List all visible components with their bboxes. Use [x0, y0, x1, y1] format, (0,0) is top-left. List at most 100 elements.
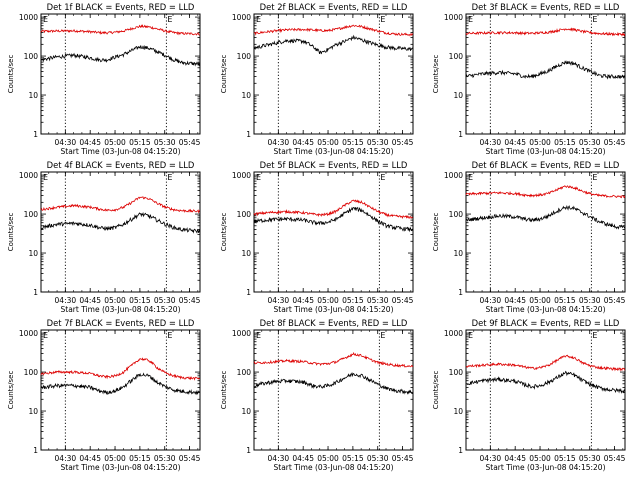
- lld-series-line: [253, 351, 414, 368]
- x-tick-label: 05:00: [529, 138, 551, 147]
- x-tick-label: 05:15: [129, 454, 151, 463]
- y-tick-label: 100: [237, 210, 252, 219]
- plot-frame: [465, 171, 626, 293]
- x-tick-label: 04:45: [292, 296, 314, 305]
- y-tick-label: 10: [28, 91, 38, 100]
- x-tick-label: 05:45: [604, 296, 626, 305]
- corner-mark-left: E: [43, 15, 48, 24]
- corner-mark-left: E: [256, 331, 261, 340]
- events-series-line: [40, 211, 201, 234]
- y-tick-label: 10: [28, 407, 38, 416]
- x-axis-label: Start Time (03-Jun-08 04:15:20): [61, 305, 181, 314]
- x-axis-label: Start Time (03-Jun-08 04:15:20): [274, 305, 394, 314]
- chart-panel-4: Det 4f BLACK = Events, RED = LLD 1 10 100 10…: [7, 160, 201, 314]
- x-tick-label: 05:45: [392, 454, 414, 463]
- x-tick-label: 04:45: [504, 454, 526, 463]
- y-axis-label: Counts/sec: [432, 213, 440, 252]
- y-tick-label: 1: [458, 288, 463, 297]
- x-axis-label: Start Time (03-Jun-08 04:15:20): [61, 147, 181, 156]
- y-tick-label: 1: [246, 288, 251, 297]
- y-tick-label: 10: [28, 249, 38, 258]
- x-tick-label: 05:15: [342, 454, 364, 463]
- x-tick-label: 04:30: [55, 454, 77, 463]
- chart-title: Det 1f BLACK = Events, RED = LLD: [47, 2, 195, 12]
- x-tick-label: 04:30: [268, 296, 290, 305]
- x-tick-label: 05:00: [317, 296, 339, 305]
- x-tick-label: 04:30: [268, 138, 290, 147]
- x-axis-label: Start Time (03-Jun-08 04:15:20): [274, 147, 394, 156]
- y-tick-label: 10: [453, 249, 463, 258]
- x-tick-label: 04:30: [480, 454, 502, 463]
- x-axis-label: Start Time (03-Jun-08 04:15:20): [274, 463, 394, 472]
- y-tick-label: 100: [237, 52, 252, 61]
- y-axis-label: Counts/sec: [7, 55, 15, 94]
- y-tick-label: 1000: [232, 171, 251, 180]
- chart-panel-8: Det 8f BLACK = Events, RED = LLD 1 10 100 10…: [220, 318, 414, 472]
- y-axis-label: Counts/sec: [432, 55, 440, 94]
- y-tick-label: 1000: [232, 329, 251, 338]
- x-tick-label: 05:45: [392, 138, 414, 147]
- lld-series-line: [40, 24, 201, 36]
- lld-series-line: [465, 354, 626, 372]
- chart-title: Det 4f BLACK = Events, RED = LLD: [47, 160, 195, 170]
- chart-panel-2: Det 2f BLACK = Events, RED = LLD 1 10 100 10…: [220, 2, 414, 156]
- y-tick-label: 100: [24, 52, 39, 61]
- corner-mark-right: E: [592, 331, 597, 340]
- y-axis-label: Counts/sec: [220, 55, 228, 94]
- chart-title: Det 6f BLACK = Events, RED = LLD: [472, 160, 620, 170]
- x-tick-label: 05:45: [392, 296, 414, 305]
- x-tick-label: 04:45: [504, 138, 526, 147]
- x-tick-label: 05:00: [317, 454, 339, 463]
- y-tick-label: 1: [33, 130, 38, 139]
- plot-frame: [253, 171, 414, 293]
- y-tick-label: 10: [241, 249, 251, 258]
- plot-frame: [253, 329, 414, 451]
- x-tick-label: 05:00: [317, 138, 339, 147]
- corner-mark-right: E: [380, 331, 385, 340]
- plot-frame: [253, 13, 414, 135]
- lld-series-line: [465, 27, 626, 37]
- corner-mark-right: E: [380, 173, 385, 182]
- x-tick-label: 05:00: [529, 296, 551, 305]
- lld-series-line: [465, 185, 626, 199]
- x-tick-label: 05:30: [579, 296, 601, 305]
- x-tick-label: 04:30: [480, 296, 502, 305]
- corner-mark-left: E: [468, 173, 473, 182]
- x-tick-label: 05:45: [179, 138, 201, 147]
- y-tick-label: 100: [24, 368, 39, 377]
- x-tick-label: 04:45: [292, 138, 314, 147]
- x-tick-label: 05:15: [554, 296, 576, 305]
- x-tick-label: 04:45: [79, 138, 101, 147]
- corner-mark-left: E: [468, 15, 473, 24]
- x-tick-label: 05:30: [154, 454, 176, 463]
- y-tick-label: 10: [241, 407, 251, 416]
- x-tick-label: 05:15: [554, 138, 576, 147]
- x-tick-label: 05:30: [367, 454, 389, 463]
- lld-series-line: [40, 357, 201, 381]
- y-tick-label: 1000: [232, 13, 251, 22]
- y-tick-label: 1: [33, 288, 38, 297]
- y-tick-label: 100: [237, 368, 252, 377]
- chart-title: Det 7f BLACK = Events, RED = LLD: [47, 318, 195, 328]
- x-tick-label: 04:30: [268, 454, 290, 463]
- y-tick-label: 1: [458, 130, 463, 139]
- y-tick-label: 1: [458, 446, 463, 455]
- x-tick-label: 05:15: [129, 296, 151, 305]
- x-tick-label: 05:15: [342, 296, 364, 305]
- x-tick-label: 05:45: [179, 296, 201, 305]
- corner-mark-right: E: [592, 15, 597, 24]
- events-series-line: [465, 204, 626, 230]
- corner-mark-left: E: [256, 15, 261, 24]
- plot-frame: [40, 13, 201, 135]
- x-tick-label: 05:45: [604, 138, 626, 147]
- x-tick-label: 05:00: [104, 296, 126, 305]
- lld-series-line: [40, 196, 201, 214]
- chart-panel-6: Det 6f BLACK = Events, RED = LLD 1 10 100 10…: [432, 160, 626, 314]
- chart-title: Det 3f BLACK = Events, RED = LLD: [472, 2, 620, 12]
- x-tick-label: 05:30: [154, 138, 176, 147]
- y-tick-label: 10: [241, 91, 251, 100]
- events-series-line: [40, 372, 201, 396]
- x-tick-label: 04:45: [79, 454, 101, 463]
- corner-mark-right: E: [592, 173, 597, 182]
- y-tick-label: 1000: [444, 171, 463, 180]
